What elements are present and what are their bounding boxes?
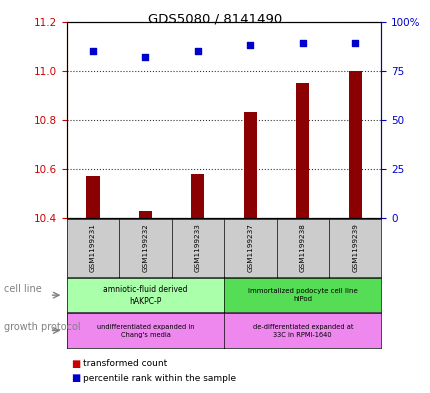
Text: ■: ■ [71, 358, 80, 369]
Text: ■: ■ [71, 373, 80, 383]
Text: undifferentiated expanded in
Chang's media: undifferentiated expanded in Chang's med… [96, 323, 194, 338]
Text: GDS5080 / 8141490: GDS5080 / 8141490 [148, 13, 282, 26]
Point [246, 42, 253, 48]
Bar [348, 71, 361, 218]
Text: amniotic-fluid derived
hAKPC-P: amniotic-fluid derived hAKPC-P [103, 285, 187, 305]
Text: percentile rank within the sample: percentile rank within the sample [83, 374, 236, 382]
Text: transformed count: transformed count [83, 359, 167, 368]
Bar [138, 211, 152, 218]
Point [298, 40, 305, 46]
Text: de-differentiated expanded at
33C in RPMI-1640: de-differentiated expanded at 33C in RPM… [252, 323, 352, 338]
Point [142, 54, 149, 60]
Point [351, 40, 358, 46]
Text: cell line: cell line [4, 284, 42, 294]
Text: growth protocol: growth protocol [4, 321, 81, 332]
Text: GSM1199231: GSM1199231 [90, 224, 96, 272]
Text: GSM1199232: GSM1199232 [142, 224, 148, 272]
Bar [243, 112, 256, 218]
Bar [191, 174, 204, 218]
Text: immortalized podocyte cell line
hIPod: immortalized podocyte cell line hIPod [247, 288, 357, 302]
Text: GSM1199237: GSM1199237 [247, 224, 253, 272]
Bar [86, 176, 99, 218]
Point [89, 48, 96, 54]
Text: GSM1199239: GSM1199239 [351, 224, 357, 272]
Bar [295, 83, 309, 218]
Text: GSM1199233: GSM1199233 [194, 224, 200, 272]
Text: GSM1199238: GSM1199238 [299, 224, 305, 272]
Point [194, 48, 201, 54]
